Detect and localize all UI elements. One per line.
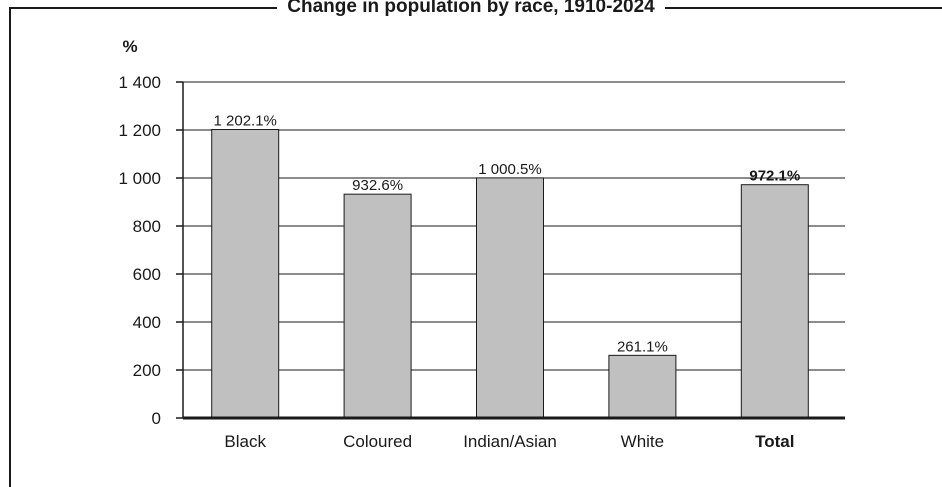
- y-tick-label: 600: [133, 265, 161, 284]
- y-tick-label: 1 200: [118, 121, 161, 140]
- bar-total: [740, 184, 809, 419]
- data-label: 972.1%: [749, 168, 800, 185]
- chart-title: Change in population by race, 1910-2024: [277, 0, 665, 17]
- y-tick-label: 400: [133, 313, 161, 332]
- y-tick-label: 200: [133, 361, 161, 380]
- x-category-label: Total: [755, 432, 794, 451]
- x-category-label: Coloured: [343, 432, 412, 451]
- y-tick-label: 800: [133, 217, 161, 236]
- x-category-label: White: [621, 432, 664, 451]
- data-label: 932.6%: [352, 177, 403, 194]
- y-tick-label: 1 400: [118, 73, 161, 92]
- bar-coloured: [343, 193, 412, 419]
- data-label: 1 202.1%: [214, 112, 277, 129]
- x-category-label: Indian/Asian: [463, 432, 557, 451]
- data-label: 261.1%: [617, 338, 668, 355]
- y-tick-label: 0: [152, 409, 161, 428]
- bar-white: [608, 354, 677, 419]
- y-axis-unit-label: %: [122, 37, 137, 56]
- bar-indian-asian: [476, 177, 544, 419]
- bar-black: [211, 128, 280, 419]
- y-tick-label: 1 000: [118, 169, 161, 188]
- chart-title-wrap: Change in population by race, 1910-2024: [0, 0, 942, 18]
- x-category-label: Black: [224, 432, 266, 451]
- data-label: 1 000.5%: [478, 161, 541, 178]
